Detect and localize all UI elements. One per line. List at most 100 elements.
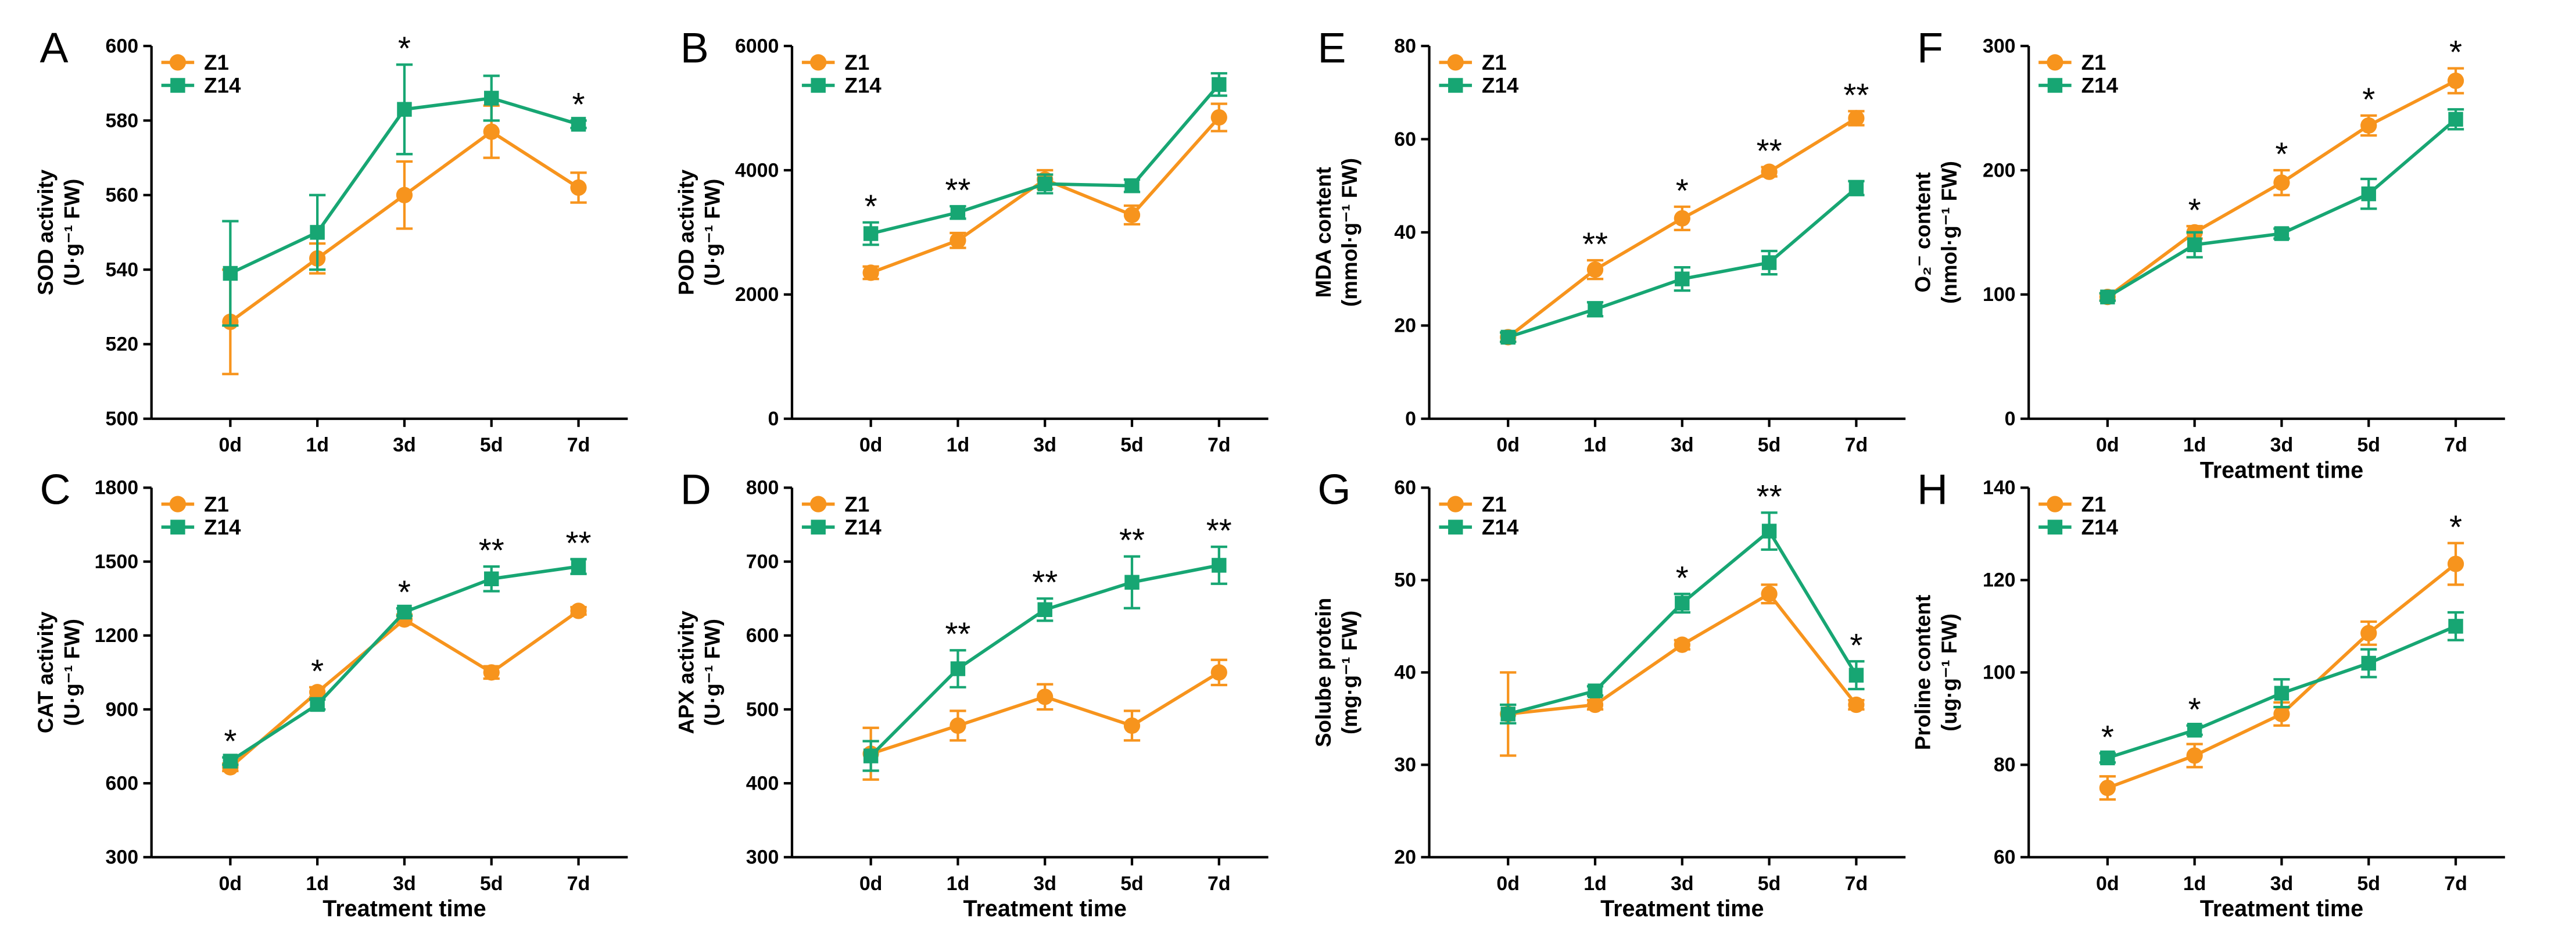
x-tick-label: 0d xyxy=(2096,434,2119,456)
significance-label: ** xyxy=(1119,522,1145,558)
marker xyxy=(1588,302,1603,317)
marker xyxy=(484,571,499,586)
marker xyxy=(863,226,879,241)
x-tick-label: 1d xyxy=(2183,434,2206,456)
marker xyxy=(570,603,587,619)
y-tick-label: 100 xyxy=(1983,662,2016,684)
legend-marker xyxy=(1447,54,1464,71)
legend-label: Z1 xyxy=(1482,51,1507,74)
panel-label: E xyxy=(1317,23,1346,71)
legend-marker xyxy=(811,78,826,93)
y-tick-label: 6000 xyxy=(735,35,779,57)
panel-label: G xyxy=(1317,465,1350,514)
x-tick-label: 0d xyxy=(859,873,883,895)
legend-label: Z1 xyxy=(204,51,229,74)
marker xyxy=(1124,575,1140,590)
y-tick-label: 20 xyxy=(1394,315,1416,337)
y-tick-label: 60 xyxy=(1394,128,1416,150)
x-tick-label: 7d xyxy=(1208,873,1231,895)
x-tick-label: 0d xyxy=(1496,434,1520,456)
y-axis-title: APX activity (U·g⁻¹ FW) xyxy=(674,611,724,734)
legend-label: Z14 xyxy=(1482,74,1519,98)
x-tick-label: 1d xyxy=(306,434,329,456)
legend-marker xyxy=(2047,54,2063,71)
legend-label: Z14 xyxy=(204,515,241,539)
marker xyxy=(2361,655,2376,671)
x-tick-label: 5d xyxy=(2357,434,2380,456)
y-tick-label: 40 xyxy=(1394,221,1416,243)
x-tick-label: 7d xyxy=(2444,434,2467,456)
y-tick-label: 600 xyxy=(746,625,779,647)
x-tick-label: 7d xyxy=(567,873,590,895)
marker xyxy=(397,102,412,117)
y-axis-title-line: (ug·g⁻¹ FW) xyxy=(1937,614,1961,731)
significance-label: * xyxy=(1850,627,1862,664)
legend-label: Z1 xyxy=(844,51,869,74)
marker xyxy=(1761,163,1778,180)
y-tick-label: 0 xyxy=(2005,408,2016,430)
x-tick-label: 5d xyxy=(1120,434,1144,456)
y-tick-label: 1200 xyxy=(95,625,138,647)
line xyxy=(2106,562,2457,790)
marker xyxy=(2274,686,2290,701)
panel-label: C xyxy=(40,465,71,514)
marker xyxy=(2100,289,2115,304)
y-tick-label: 20 xyxy=(1394,847,1416,869)
y-tick-label: 600 xyxy=(106,35,139,57)
y-axis-title-line: MDA content xyxy=(1312,167,1335,297)
y-axis-title: SOD activity (U·g⁻¹ FW) xyxy=(34,169,84,295)
x-tick-label: 7d xyxy=(567,434,590,456)
marker xyxy=(1675,596,1690,611)
y-axis-title-line: O₂⁻ content xyxy=(1911,172,1935,292)
x-tick-label: 5d xyxy=(1758,873,1781,895)
y-tick-label: 1500 xyxy=(95,551,138,573)
marker xyxy=(1037,176,1052,192)
x-tick-label: 0d xyxy=(1496,873,1520,895)
y-tick-label: 300 xyxy=(746,847,779,869)
marker xyxy=(2447,555,2464,572)
y-tick-label: 120 xyxy=(1983,569,2016,591)
y-axis-title: Solube protein (mg·g⁻¹ FW) xyxy=(1312,598,1362,747)
y-axis-title: CAT activity (U·g⁻¹ FW) xyxy=(34,611,84,733)
x-tick-label: 5d xyxy=(2357,873,2380,895)
x-tick-label: 5d xyxy=(480,873,503,895)
legend-label: Z14 xyxy=(844,515,882,539)
x-tick-label: 5d xyxy=(480,434,503,456)
legend-label: Z14 xyxy=(2081,74,2119,98)
marker xyxy=(1500,707,1515,722)
legend-label: Z1 xyxy=(844,492,869,516)
marker xyxy=(1500,329,1515,345)
y-tick-label: 0 xyxy=(1405,408,1416,430)
y-axis-title-line: CAT activity xyxy=(34,611,58,733)
marker xyxy=(2099,779,2116,797)
x-tick-label: 7d xyxy=(1845,434,1868,456)
marker xyxy=(950,717,966,734)
legend-label: Z1 xyxy=(204,492,229,516)
y-tick-label: 700 xyxy=(746,551,779,573)
y-tick-label: 300 xyxy=(1983,35,2016,57)
y-axis-title: Proline content (ug·g⁻¹ FW) xyxy=(1911,595,1961,750)
marker xyxy=(1848,110,1865,127)
marker xyxy=(310,225,325,240)
marker xyxy=(396,187,413,203)
x-tick-label: 3d xyxy=(1671,434,1694,456)
marker xyxy=(2273,174,2290,191)
marker xyxy=(2187,723,2202,738)
y-axis-title-line: (U·g⁻¹ FW) xyxy=(60,619,84,726)
x-tick-label: 0d xyxy=(859,434,883,456)
x-tick-label: 0d xyxy=(219,873,242,895)
y-axis-title-line: POD activity xyxy=(674,169,698,295)
legend-label: Z14 xyxy=(844,74,882,98)
y-tick-label: 40 xyxy=(1394,662,1416,684)
marker xyxy=(1037,602,1052,617)
significance-label: * xyxy=(2362,81,2375,117)
y-tick-label: 560 xyxy=(106,184,139,206)
marker xyxy=(1210,664,1227,681)
y-axis-title-line: (U·g⁻¹ FW) xyxy=(60,179,84,286)
marker xyxy=(1761,523,1777,539)
x-axis-title: Treatment time xyxy=(2200,457,2363,483)
marker xyxy=(862,264,879,281)
x-tick-label: 1d xyxy=(1583,873,1607,895)
significance-label: ** xyxy=(1843,77,1869,113)
y-axis-title: POD activity (U·g⁻¹ FW) xyxy=(674,169,724,295)
